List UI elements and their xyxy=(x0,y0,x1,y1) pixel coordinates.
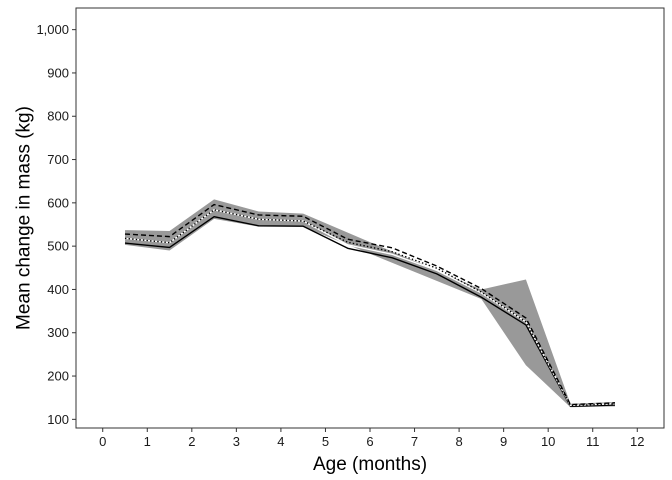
y-tick-label: 1,000 xyxy=(36,22,69,37)
confidence-band xyxy=(125,199,615,408)
y-tick-label: 300 xyxy=(47,325,69,340)
series-line-1-solid xyxy=(124,216,616,408)
y-tick-label: 800 xyxy=(47,109,69,124)
series-line-3-dotted xyxy=(124,209,616,407)
x-tick-label: 7 xyxy=(411,434,418,449)
y-tick-label: 700 xyxy=(47,152,69,167)
y-tick-label: 600 xyxy=(47,195,69,210)
x-tick-label: 0 xyxy=(99,434,106,449)
x-tick-label: 4 xyxy=(277,434,284,449)
y-axis: 100 200 300 400 500 600 700 800 900 1,000 xyxy=(36,22,76,427)
y-tick-label: 100 xyxy=(47,412,69,427)
x-tick-label: 8 xyxy=(455,434,462,449)
x-tick-label: 12 xyxy=(630,434,644,449)
x-tick-label: 1 xyxy=(144,434,151,449)
x-tick-label: 6 xyxy=(366,434,373,449)
x-axis-title: Age (months) xyxy=(313,454,427,475)
y-tick-label: 400 xyxy=(47,282,69,297)
x-tick-label: 11 xyxy=(586,434,600,449)
y-axis-title: Mean change in mass (kg) xyxy=(14,106,35,330)
series-layer xyxy=(124,203,616,408)
x-tick-label: 9 xyxy=(500,434,507,449)
x-axis: 0 1 2 3 4 5 6 7 8 9 10 11 12 xyxy=(99,428,645,449)
y-tick-label: 900 xyxy=(47,65,69,80)
x-tick-label: 2 xyxy=(188,434,195,449)
x-tick-label: 5 xyxy=(322,434,329,449)
confidence-band-layer xyxy=(125,199,615,408)
x-tick-label: 3 xyxy=(233,434,240,449)
x-tick-label: 10 xyxy=(541,434,555,449)
y-tick-label: 200 xyxy=(47,369,69,384)
y-tick-label: 500 xyxy=(47,239,69,254)
series-line-4-dashed xyxy=(124,203,616,406)
